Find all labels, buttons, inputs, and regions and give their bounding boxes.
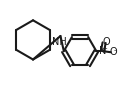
Text: O: O bbox=[109, 47, 117, 57]
Text: N: N bbox=[99, 46, 106, 56]
Text: -: - bbox=[114, 47, 116, 53]
Text: NH: NH bbox=[52, 37, 67, 47]
Text: O: O bbox=[103, 37, 110, 47]
Text: +: + bbox=[102, 46, 107, 52]
